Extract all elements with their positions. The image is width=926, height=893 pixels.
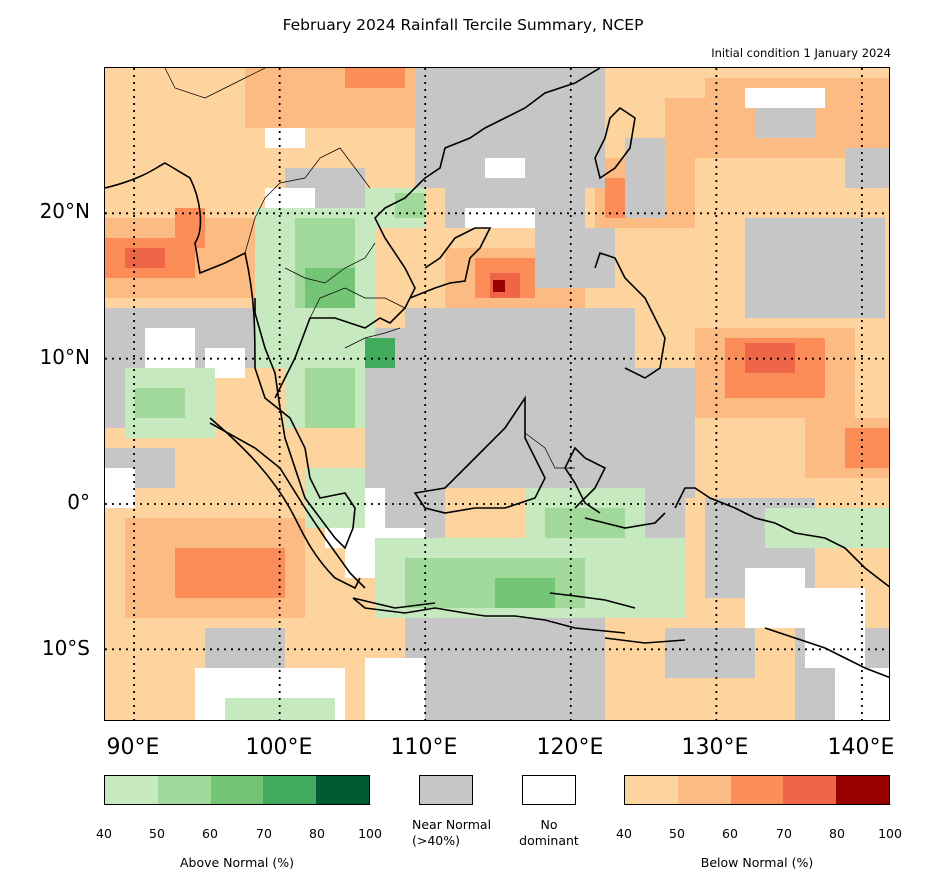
below-tick: 70 [776, 826, 792, 841]
below-60-70-swatch [730, 776, 784, 804]
above-tick: 80 [309, 826, 325, 841]
above-normal-colorbar [104, 775, 370, 805]
below-tick: 50 [669, 826, 685, 841]
lon-label-140e: 140°E [827, 735, 895, 760]
lon-label-130e: 130°E [681, 735, 749, 760]
below-tick: 80 [829, 826, 845, 841]
lat-label-0: 0° [67, 490, 90, 514]
map-canvas [105, 68, 889, 720]
borders [164, 68, 575, 469]
near-normal-caption: Near Normal (>40%) [412, 817, 532, 848]
above-40-50-swatch [105, 776, 158, 804]
no-dominant-caption-line2: dominant [519, 832, 579, 848]
above-50-60-swatch [157, 776, 211, 804]
lat-label-10n: 10°N [39, 345, 90, 369]
near-normal-caption-line1: Near Normal [412, 817, 492, 832]
lat-label-20n: 20°N [39, 199, 90, 223]
below-tick: 40 [616, 826, 632, 841]
below-normal-colorbar [624, 775, 890, 805]
above-normal-patches [125, 188, 889, 720]
below-tick: 60 [722, 826, 738, 841]
below-50-60-swatch [677, 776, 731, 804]
above-normal-caption: Above Normal (%) [179, 855, 295, 870]
below-80-100-swatch [836, 776, 889, 804]
forecast-map [104, 67, 890, 721]
lon-label-90e: 90°E [106, 735, 160, 760]
lon-label-100e: 100°E [245, 735, 313, 760]
above-tick: 60 [202, 826, 218, 841]
no-dominant-caption-line1: No [540, 817, 558, 832]
above-tick: 50 [149, 826, 165, 841]
below-70-80-swatch [783, 776, 837, 804]
above-60-70-swatch [210, 776, 264, 804]
no-dominant-caption: No dominant [509, 817, 589, 848]
lon-label-120e: 120°E [536, 735, 604, 760]
near-normal-swatch [419, 775, 473, 805]
above-70-80-swatch [263, 776, 317, 804]
graticule [105, 68, 889, 720]
below-tick: 100 [878, 826, 902, 841]
below-40-50-swatch [625, 776, 678, 804]
near-normal-caption-line2: (>40%) [412, 832, 461, 848]
below-normal-caption: Below Normal (%) [700, 855, 814, 870]
initial-condition-label: Initial condition 1 January 2024 [711, 46, 891, 60]
above-tick: 40 [96, 826, 112, 841]
lon-label-110e: 110°E [390, 735, 458, 760]
above-tick: 100 [358, 826, 382, 841]
chart-title: February 2024 Rainfall Tercile Summary, … [282, 16, 644, 34]
above-tick: 70 [256, 826, 272, 841]
above-80-100-swatch [316, 776, 369, 804]
lat-label-10s: 10°S [41, 636, 90, 660]
no-dominant-swatch [522, 775, 576, 805]
